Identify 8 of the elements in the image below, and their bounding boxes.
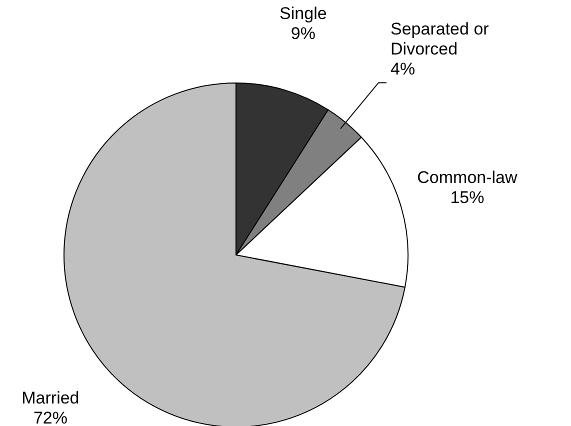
- slice-label: Single: [280, 4, 327, 23]
- data-label: 9%: [290, 24, 316, 43]
- slice-label: Separated or Divorced: [390, 20, 490, 59]
- data-label: 72%: [33, 408, 68, 426]
- slice-label: Common-law: [417, 168, 518, 187]
- slice-label: Married: [22, 388, 80, 408]
- data-label: 15%: [450, 188, 484, 207]
- data-label: 4%: [390, 60, 416, 79]
